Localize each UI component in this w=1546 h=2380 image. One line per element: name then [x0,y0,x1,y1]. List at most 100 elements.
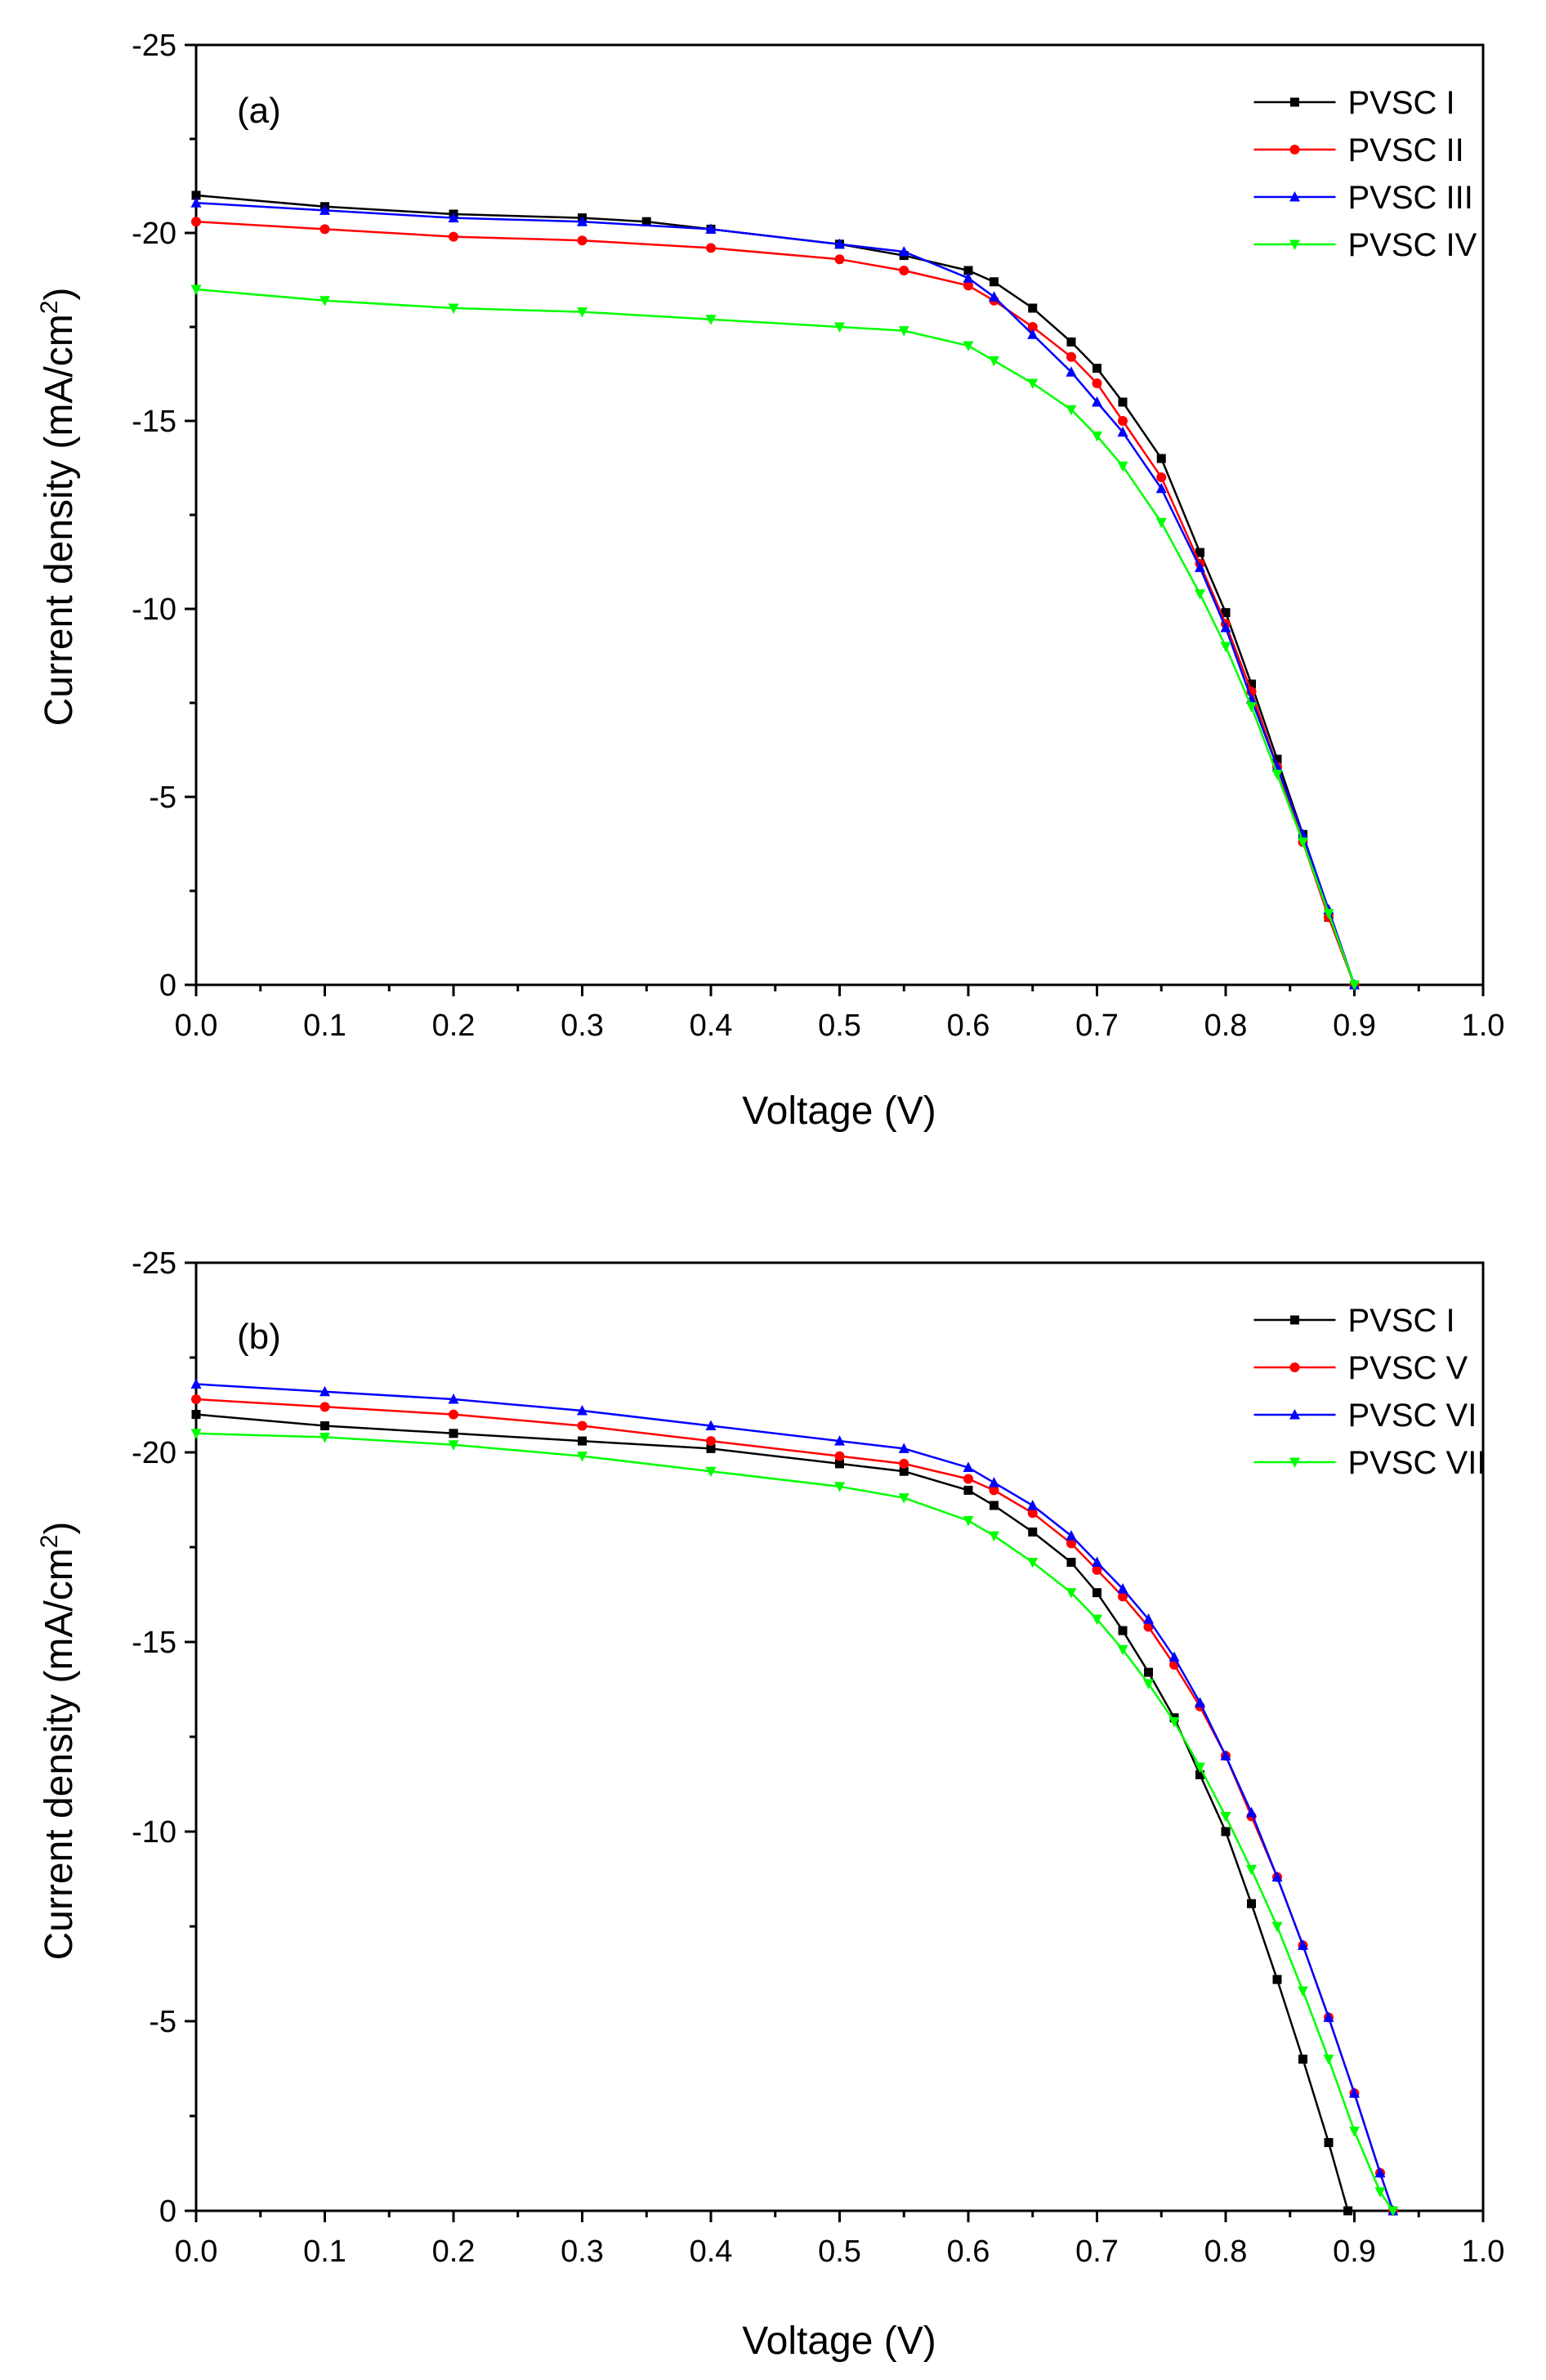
panel-b-series-1-point [1092,1588,1101,1598]
panel-b-series-4-point [1168,1716,1180,1728]
panel-b-y-tick-label: -20 [132,1436,176,1470]
panel-a-series-1-point [641,217,651,226]
panel-b-x-tick-label: 0.2 [432,2235,476,2269]
panel-a-legend-swatch-marker [1289,239,1300,250]
panel-b-series-4-point [1066,1588,1077,1599]
panel-a-series-3-point [834,238,845,249]
panel-a-series-4-point [898,326,909,337]
panel-b-legend-label: PVSC I [1348,1303,1455,1339]
panel-a-series-3-point [1066,366,1077,377]
panel-b-series-1-point [835,1459,844,1469]
panel-a-series-4-point [1220,642,1231,652]
panel-b-series-4-point [448,1440,459,1451]
panel-b-legend-swatch-marker [1289,1362,1300,1372]
panel-b-x-tick-label: 0.6 [947,2235,990,2269]
panel-b-series-4-point [190,1429,202,1439]
panel-a-series-1 [191,190,1359,990]
panel-b-series-3-point [963,1461,974,1473]
panel-b-x-tick-label: 0.7 [1075,2235,1119,2269]
panel-b-series-4-point [1027,1558,1039,1568]
panel-a-y-tick-label: -25 [132,29,176,63]
panel-a-series-1-point [1028,303,1038,313]
panel-b-legend-swatch-marker [1289,1409,1300,1420]
panel-b-x-tick-label: 1.0 [1462,2235,1505,2269]
panel-a-series-1-point [1221,608,1231,618]
panel-a-series-4-point [1027,378,1039,389]
panel-b-series-3-point [1143,1613,1154,1624]
panel-a-series-3-point [989,291,999,302]
panel-a-x-tick-label: 0.7 [1075,1009,1119,1043]
panel-b-series-1-point [1298,2054,1307,2064]
panel-a-legend-label: PVSC II [1348,132,1464,168]
panel-b-series-3-point [1246,1806,1257,1818]
panel-a-series-3-point [963,272,974,283]
panel-b-series-3-point [1117,1583,1128,1594]
panel-b-series-4-point [989,1531,999,1542]
panel-b-series-4-point [705,1466,717,1478]
panel-a-x-tick-label: 0.4 [690,1009,733,1043]
panel-a-series-4-point [1246,702,1257,713]
panel-b-series-4-point [1220,1811,1231,1823]
panel-a-series-2-point [706,243,716,253]
panel-b-y-tick-label: -15 [132,1626,176,1660]
panel-b-y-tick-label: -10 [132,1815,176,1850]
panel-b-x-tick-label: 0.5 [818,2235,861,2269]
panel-a-y-axis-title: Current density (mA/cm2) [36,288,81,727]
panel-b-series-1-point [990,1501,999,1510]
panel-a-plot: 0.0 0.1 0.2 0.3 0.4 0.5 0.6 0.7 0.8 0.9 1.0 0 -5 -10 -… [132,29,1504,1043]
panel-a-series-1-point [1195,548,1204,557]
panel-a-series-1-point [963,266,973,275]
panel-b-series-2-point [319,1402,330,1412]
panel-a-series-1-point [1092,364,1101,374]
panel-b-series-4-point [963,1516,974,1527]
panel-a-series-2-point [577,235,588,246]
panel-a-series-2-point [191,217,201,227]
panel-b-series-1-line [195,1413,1349,2212]
panel-a-y-tick-label: -15 [132,405,176,439]
panel-a-y-tick-label: -20 [132,217,176,251]
panel-a-x-tick-label: 0.5 [818,1009,861,1043]
panel-b-series-4-point [1246,1864,1257,1876]
panel-b-series-3-point [989,1477,999,1488]
panel-a-series-1-point [1247,679,1256,689]
panel-b-x-tick-label: 0.3 [561,2235,604,2269]
panel-a-series-2 [191,217,1360,990]
panel-a-y-axis-title-superscript: 2 [36,301,63,315]
panel-b-series-4-point [1092,1614,1102,1626]
panel-b-y-axis-title-close: ) [38,1522,81,1535]
panel-a-series-2-point [1027,322,1038,332]
panel-a-x-tick-label: 0.8 [1204,1009,1248,1043]
panel-b-series-3-point [577,1404,588,1416]
panel-b-series-4-point [1271,1921,1283,1932]
panel-b-series-1-point [1324,2137,1334,2147]
panel-a-series-4-point [1349,980,1360,991]
panel-a-series-4-point [1117,461,1128,472]
panel-b-series-3-line [195,1383,1394,2212]
panel-b-series-1-point [1144,1667,1153,1677]
panel-b-series-3-point [1195,1697,1205,1707]
panel-a-series-4-point [1066,405,1077,416]
panel-a-y-tick-label: 0 [159,969,176,1003]
panel-b-series-2-point [577,1420,588,1431]
panel-a-series-4-point [1092,431,1102,442]
panel-b-y-tick-label: -5 [149,2005,176,2039]
panel-b-x-tick-label: 0.0 [175,2235,218,2269]
panel-b-series-4 [190,1429,1399,2217]
panel-b-series-1-point [1028,1527,1038,1537]
panel-a-x-tick-label: 0.3 [561,1009,604,1043]
panel-a-series-2-point [1066,351,1076,362]
panel-b-series-1-point [899,1466,909,1476]
panel-a-series-2-point [449,231,458,242]
panel-b-series-3-point [1374,2167,1386,2178]
panel-a-y-tick-label: -5 [149,781,176,815]
panel-b-series-2-point [191,1394,201,1405]
panel-b-series-1-point [1247,1899,1256,1908]
panel-b-series-1-point [1221,1827,1231,1836]
panel-a-x-tick-label: 1.0 [1462,1009,1505,1043]
panel-b-series-2-point [1118,1591,1128,1602]
panel-b-series-2-point [963,1474,973,1484]
panel-b-y-axis-title-superscript: 2 [36,1535,63,1549]
panel-a-x-tick-label: 0.0 [175,1009,218,1043]
panel-a-series-4-point [989,356,999,367]
panel-b-series-3-point [319,1385,330,1397]
